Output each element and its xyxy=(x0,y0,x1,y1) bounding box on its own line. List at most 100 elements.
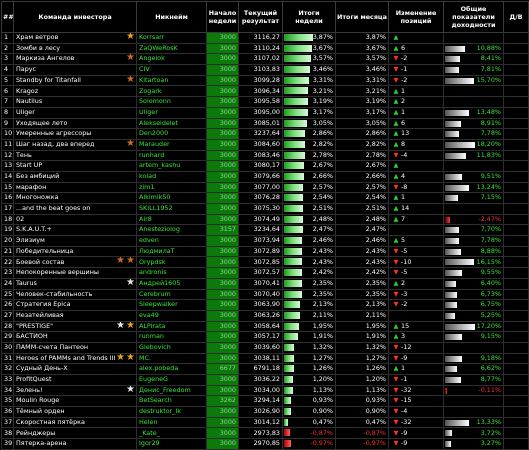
nickname-cell[interactable]: Alkimik50 xyxy=(136,192,207,204)
team-name-cell[interactable]: Moulin Rouge xyxy=(13,395,137,408)
col-current-header[interactable]: Текущий результат xyxy=(238,1,283,33)
table-row[interactable]: 1 Храм ветров ★ Korrsarr 3000 3116,27 3,87% 3,8… xyxy=(1,32,529,44)
nickname-cell[interactable]: ЛюдмилаТ xyxy=(136,245,207,258)
table-row[interactable]: 20 Элизиум edven 3000 3073,94 2,46% 2,46% ▲ 5 7,7… xyxy=(1,235,529,247)
team-name-cell[interactable]: ...and the beat goes on xyxy=(13,203,137,215)
table-row[interactable]: 3 Маркиза Ангелов ★ Angelok 3000 3107,02 3,57%… xyxy=(1,53,529,66)
col-change-header[interactable]: Изменение позиций xyxy=(388,1,444,33)
nickname-cell[interactable]: Zogark xyxy=(136,85,207,98)
team-name-cell[interactable]: Победительница xyxy=(13,245,137,258)
table-row[interactable]: 34 Зелень! ★ Денис_Freedom 3000 3034,00 1,13% 1… xyxy=(1,384,529,397)
table-row[interactable]: 4 Парус CIV 3000 3103,83 3,46% 3,46% ▼ -1 7,81% xyxy=(1,64,529,76)
nickname-cell[interactable]: alex.pobeda xyxy=(136,363,207,375)
table-row[interactable]: 2 Зомби в лесу ZaQWeRosK 3000 3110,24 3,67% 3,… xyxy=(1,42,529,55)
nickname-cell[interactable]: Angelok xyxy=(136,53,207,66)
nickname-cell[interactable]: Kitartoan xyxy=(136,74,207,87)
table-row[interactable]: 7 Nautilus Solomonn 3000 3095,58 3,19% 3,19% ▲ 2 xyxy=(1,96,529,108)
team-name-cell[interactable]: Пятерка-арена xyxy=(13,438,137,450)
table-row[interactable]: 16 Многоножка Alkimik50 3000 3076,28 2,54% 2,5… xyxy=(1,192,529,204)
nickname-cell[interactable]: andronis xyxy=(136,267,207,279)
team-name-cell[interactable]: "PRESTIGE" ★ ★ xyxy=(13,320,137,333)
table-row[interactable]: 31 Heroes of PAMMs and Trends III ★ ★ MC. 300… xyxy=(1,352,529,365)
nickname-cell[interactable]: destruktor_lk xyxy=(136,406,207,418)
table-row[interactable]: 36 Тёмный орден destruktor_lk 3000 3026,90 0,… xyxy=(1,406,529,418)
team-name-cell[interactable]: БАСТИОН xyxy=(13,331,137,343)
table-row[interactable]: 25 Человек-стабильность Cerebrum 3000 3070,4… xyxy=(1,288,529,301)
team-name-cell[interactable]: Судный День-Х xyxy=(13,363,137,375)
team-name-cell[interactable]: Непокоренные вершины xyxy=(13,267,137,279)
team-name-cell[interactable]: Рейнджеры xyxy=(13,427,137,440)
table-row[interactable]: 32 Судный День-Х alex.pobeda 6677 6791,18 1,2… xyxy=(1,363,529,375)
team-name-cell[interactable]: Боевой состав ★ ★ xyxy=(13,256,137,269)
team-name-cell[interactable]: ProfitQuest xyxy=(13,374,137,386)
col-month-header[interactable]: Итоги месяца xyxy=(335,1,389,33)
nickname-cell[interactable]: SKILL1952 xyxy=(136,203,207,215)
nickname-cell[interactable]: Cerebrum xyxy=(136,288,207,301)
col-total-header[interactable]: Общие показатели доходности xyxy=(443,1,504,33)
team-name-cell[interactable]: Зелень! ★ xyxy=(13,384,137,397)
team-name-cell[interactable]: Зомби в лесу xyxy=(13,42,137,55)
team-name-cell[interactable]: Маркиза Ангелов ★ xyxy=(13,53,137,66)
team-name-cell[interactable]: Стратегия Epica xyxy=(13,299,137,311)
team-name-cell[interactable]: Kragoz xyxy=(13,85,137,98)
nickname-cell[interactable]: BetSearch xyxy=(136,395,207,408)
table-row[interactable]: 8 Uliger Uliger 3000 3095,00 3,17% 3,17% ▲ 1 13,4… xyxy=(1,106,529,119)
nickname-cell[interactable]: eva49 xyxy=(136,309,207,322)
nickname-cell[interactable]: Den2000 xyxy=(136,128,207,140)
team-name-cell[interactable]: Многоножка xyxy=(13,192,137,204)
nickname-cell[interactable]: Air8 xyxy=(136,213,207,226)
table-row[interactable]: 33 ProfitQuest EugeneG 3000 3036,22 1,20% 1,20… xyxy=(1,374,529,386)
table-row[interactable]: 12 Тень runhard 3000 3083,46 2,78% 2,78% ▼ -4 11,… xyxy=(1,149,529,162)
table-row[interactable]: 19 S.K.A.U.T.+ Anesteziolog 3157 3234,64 2,47… xyxy=(1,224,529,237)
nickname-cell[interactable]: edven xyxy=(136,235,207,247)
team-name-cell[interactable]: Парус xyxy=(13,64,137,76)
nickname-cell[interactable]: Orypdsk xyxy=(136,256,207,269)
nickname-cell[interactable]: artem_kashu xyxy=(136,160,207,172)
table-row[interactable]: 26 Стратегия Epica Sleepwalker 3000 3063,90 2… xyxy=(1,299,529,311)
nickname-cell[interactable]: zim1 xyxy=(136,181,207,194)
team-name-cell[interactable]: Heroes of PAMMs and Trends III ★ ★ xyxy=(13,352,137,365)
team-name-cell[interactable]: Тёмный орден xyxy=(13,406,137,418)
table-row[interactable]: 13 Start UP artem_kashu 3000 3080,17 2,67% 2,6… xyxy=(1,160,529,172)
nickname-cell[interactable]: Marauder xyxy=(136,138,207,151)
nickname-cell[interactable]: Sleepwalker xyxy=(136,299,207,311)
nickname-cell[interactable]: Solomonn xyxy=(136,96,207,108)
team-name-cell[interactable]: Без амбиций xyxy=(13,170,137,183)
team-name-cell[interactable]: ПАММ-счета Пантеон xyxy=(13,341,137,354)
team-name-cell[interactable]: марафон xyxy=(13,181,137,194)
nickname-cell[interactable]: Anesteziolog xyxy=(136,224,207,237)
team-name-cell[interactable]: S.K.A.U.T.+ xyxy=(13,224,137,237)
nickname-cell[interactable]: kolad xyxy=(136,170,207,183)
nickname-cell[interactable]: ALPirata xyxy=(136,320,207,333)
nickname-cell[interactable]: Glebovich xyxy=(136,341,207,354)
team-name-cell[interactable]: Nautilus xyxy=(13,96,137,108)
table-row[interactable]: 38 Рейнджеры _Kate_ 3000 2973,83 -0,87% -0,87%… xyxy=(1,427,529,440)
table-row[interactable]: 21 Победительница ЛюдмилаТ 3000 3072,89 2,43%… xyxy=(1,245,529,258)
team-name-cell[interactable]: Уходящее лето xyxy=(13,117,137,130)
team-name-cell[interactable]: Умеренные агрессоры xyxy=(13,128,137,140)
table-row[interactable]: 22 Боевой состав ★ ★ Orypdsk 3000 3072,85 2,43%… xyxy=(1,256,529,269)
nickname-cell[interactable]: runhard xyxy=(136,149,207,162)
col-num-header[interactable]: ## xyxy=(1,1,14,33)
table-row[interactable]: 11 Шаг назад, два вперед ★ Marauder 3000 3084… xyxy=(1,138,529,151)
table-row[interactable]: 28 "PRESTIGE" ★ ★ ALPirata 3000 3058,64 1,95% 1,… xyxy=(1,320,529,333)
table-row[interactable]: 39 Пятерка-арена Igor29 3000 2970,85 -0,97% -0… xyxy=(1,438,529,450)
col-start-header[interactable]: Начало недели xyxy=(206,1,239,33)
table-row[interactable]: 35 Moulin Rouge BetSearch 3262 3294,14 0,93% 0… xyxy=(1,395,529,408)
table-row[interactable]: 27 Незатейливая eva49 3000 3063,26 2,11% 2,11%… xyxy=(1,309,529,322)
team-name-cell[interactable]: Start UP xyxy=(13,160,137,172)
team-name-cell[interactable]: Элизиум xyxy=(13,235,137,247)
team-name-cell[interactable]: Taurus ★ xyxy=(13,277,137,290)
table-row[interactable]: 17 ...and the beat goes on SKILL1952 3000 30… xyxy=(1,203,529,215)
nickname-cell[interactable]: Alekseidelet xyxy=(136,117,207,130)
table-row[interactable]: 10 Умеренные агрессоры Den2000 3000 3237,64 2… xyxy=(1,128,529,140)
nickname-cell[interactable]: Igor29 xyxy=(136,438,207,450)
nickname-cell[interactable]: Денис_Freedom xyxy=(136,384,207,397)
table-row[interactable]: 5 Standby for Titanfall ★ Kitartoan 3000 3099… xyxy=(1,74,529,87)
nickname-cell[interactable]: _Kate_ xyxy=(136,427,207,440)
nickname-cell[interactable]: runman xyxy=(136,331,207,343)
table-row[interactable]: 23 Непокоренные вершины andronis 3000 3072,5… xyxy=(1,267,529,279)
team-name-cell[interactable]: Незатейливая xyxy=(13,309,137,322)
col-team-header[interactable]: Команда инвестора xyxy=(13,1,137,33)
table-row[interactable]: 18 02 Air8 3000 3074,49 2,48% 2,48% ▲ 7 -2,47% xyxy=(1,213,529,226)
